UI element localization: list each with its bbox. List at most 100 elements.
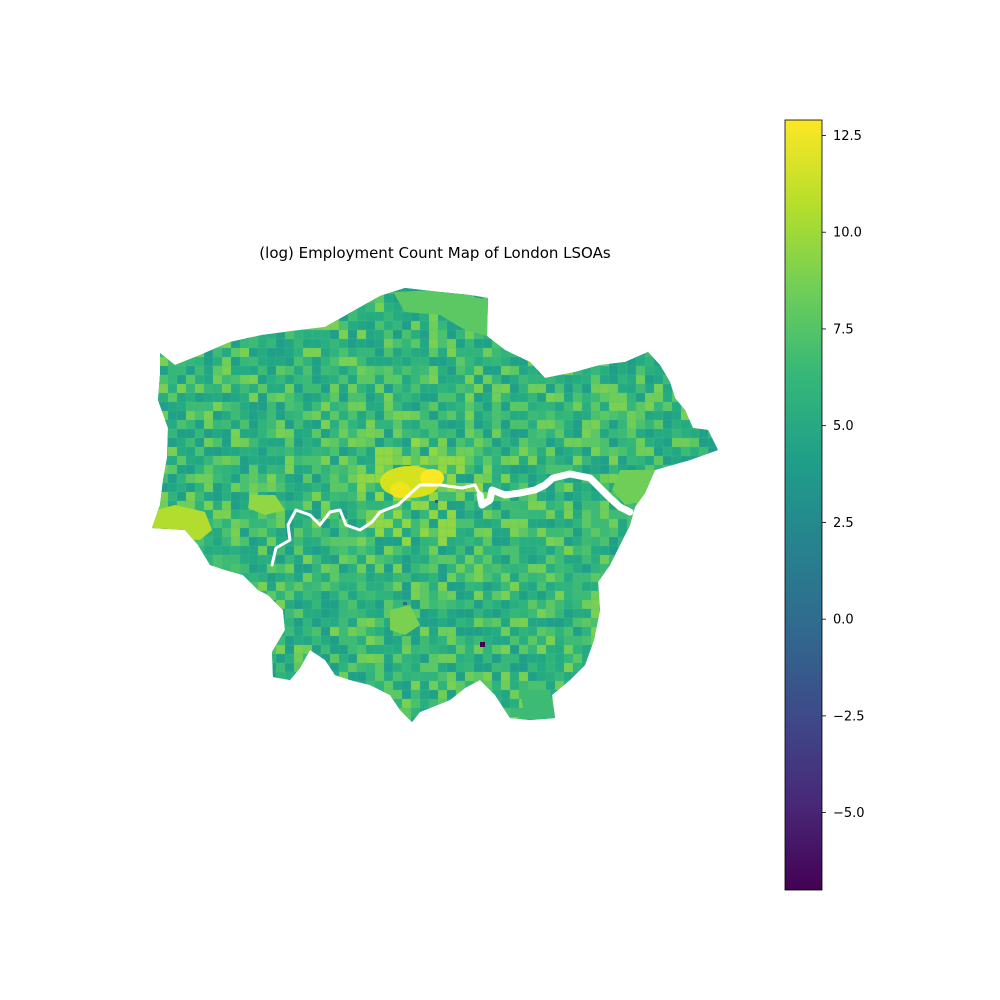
lsoa-cell [581,446,593,458]
lsoa-cell [473,671,485,682]
lsoa-cell [554,293,566,304]
lsoa-cell [230,365,242,377]
lsoa-cell [152,626,160,638]
lsoa-cell [239,527,251,538]
lsoa-cell [644,554,657,565]
lsoa-cell [482,653,494,665]
lsoa-cell [662,707,674,718]
lsoa-cell [518,590,529,601]
lsoa-cell [509,536,520,547]
lsoa-cell [152,302,160,314]
lsoa-cell [635,626,647,638]
lsoa-cell [491,698,502,711]
lsoa-cell [689,599,700,612]
lsoa-cell [230,698,241,709]
lsoa-cell [293,680,304,693]
lsoa-cell [572,689,583,701]
lsoa-cell [212,563,223,574]
lsoa-cell [680,347,691,360]
lsoa-cell [374,374,385,386]
lsoa-cell [455,392,467,404]
lsoa-cell [716,662,718,675]
lsoa-cell [527,626,539,637]
lsoa-cell [608,320,620,331]
lsoa-cell [698,689,709,700]
lsoa-cell [284,455,296,466]
lsoa-cell [365,563,376,574]
lsoa-cell [221,635,234,646]
lsoa-cell [167,545,179,558]
lsoa-cell [203,356,215,367]
lsoa-cell [608,590,619,603]
lsoa-cell [545,302,556,314]
lsoa-cell [275,644,287,655]
lsoa-cell [239,590,252,601]
lsoa-cell [671,563,684,575]
lsoa-cell [536,293,547,304]
lsoa-cell [185,626,198,638]
lsoa-cell [590,680,603,693]
lsoa-cell [194,617,206,629]
lsoa-cell [536,347,549,360]
lsoa-cell [662,572,675,584]
lsoa-cell [221,545,232,557]
lsoa-cell [203,608,214,620]
lsoa-cell [158,437,169,450]
lsoa-cell [653,518,666,531]
lsoa-cell [419,716,431,722]
lsoa-cell [221,311,232,322]
lsoa-cell [563,320,574,331]
lsoa-cell [680,374,692,385]
lsoa-cell [284,401,295,413]
lsoa-cell [572,446,583,457]
lsoa-cell [212,374,224,386]
lsoa-cell [617,320,629,331]
lsoa-cell [401,536,412,547]
colorbar-tick-label: 7.5 [833,322,854,337]
lsoa-cell [293,662,306,673]
lsoa-cell [716,473,718,486]
lsoa-cell [617,288,629,296]
lsoa-cell [590,329,603,340]
lsoa-cell [545,320,557,333]
lsoa-cell [716,635,718,646]
lsoa-cell [626,698,637,711]
lsoa-cell [716,320,718,331]
lsoa-cell [545,455,556,466]
lsoa-cell [152,311,161,323]
lsoa-cell [185,644,196,657]
lsoa-cell [698,635,711,647]
lsoa-cell [302,608,314,620]
lsoa-cell [545,644,556,655]
lsoa-cell [536,320,548,332]
lsoa-cell [152,383,161,396]
lsoa-cell [662,473,674,484]
lsoa-cell [716,644,718,656]
lsoa-cell [152,662,161,673]
lsoa-cell [248,302,259,313]
lsoa-cell [617,563,629,574]
lsoa-cell [572,527,584,538]
lsoa-cell [491,644,503,656]
lsoa-cell [473,689,486,700]
lsoa-cell [554,347,567,359]
lsoa-cell [221,581,234,593]
lsoa-cell [491,419,502,430]
lsoa-cell [473,572,484,584]
lsoa-cell [662,599,675,612]
lsoa-cell [356,689,368,702]
lsoa-cell [239,581,252,594]
lsoa-cell [635,653,647,664]
lsoa-cell [707,599,718,611]
lsoa-cell [518,518,530,530]
lsoa-cell [518,545,530,557]
lsoa-cell [338,374,349,385]
lsoa-cell [284,383,296,395]
lsoa-cell [689,680,702,691]
lsoa-cell [221,698,232,709]
lsoa-cell [167,392,179,404]
lsoa-cell [167,707,180,718]
lsoa-cell [158,293,170,305]
lsoa-cell [527,347,540,358]
lsoa-cell [635,644,647,657]
